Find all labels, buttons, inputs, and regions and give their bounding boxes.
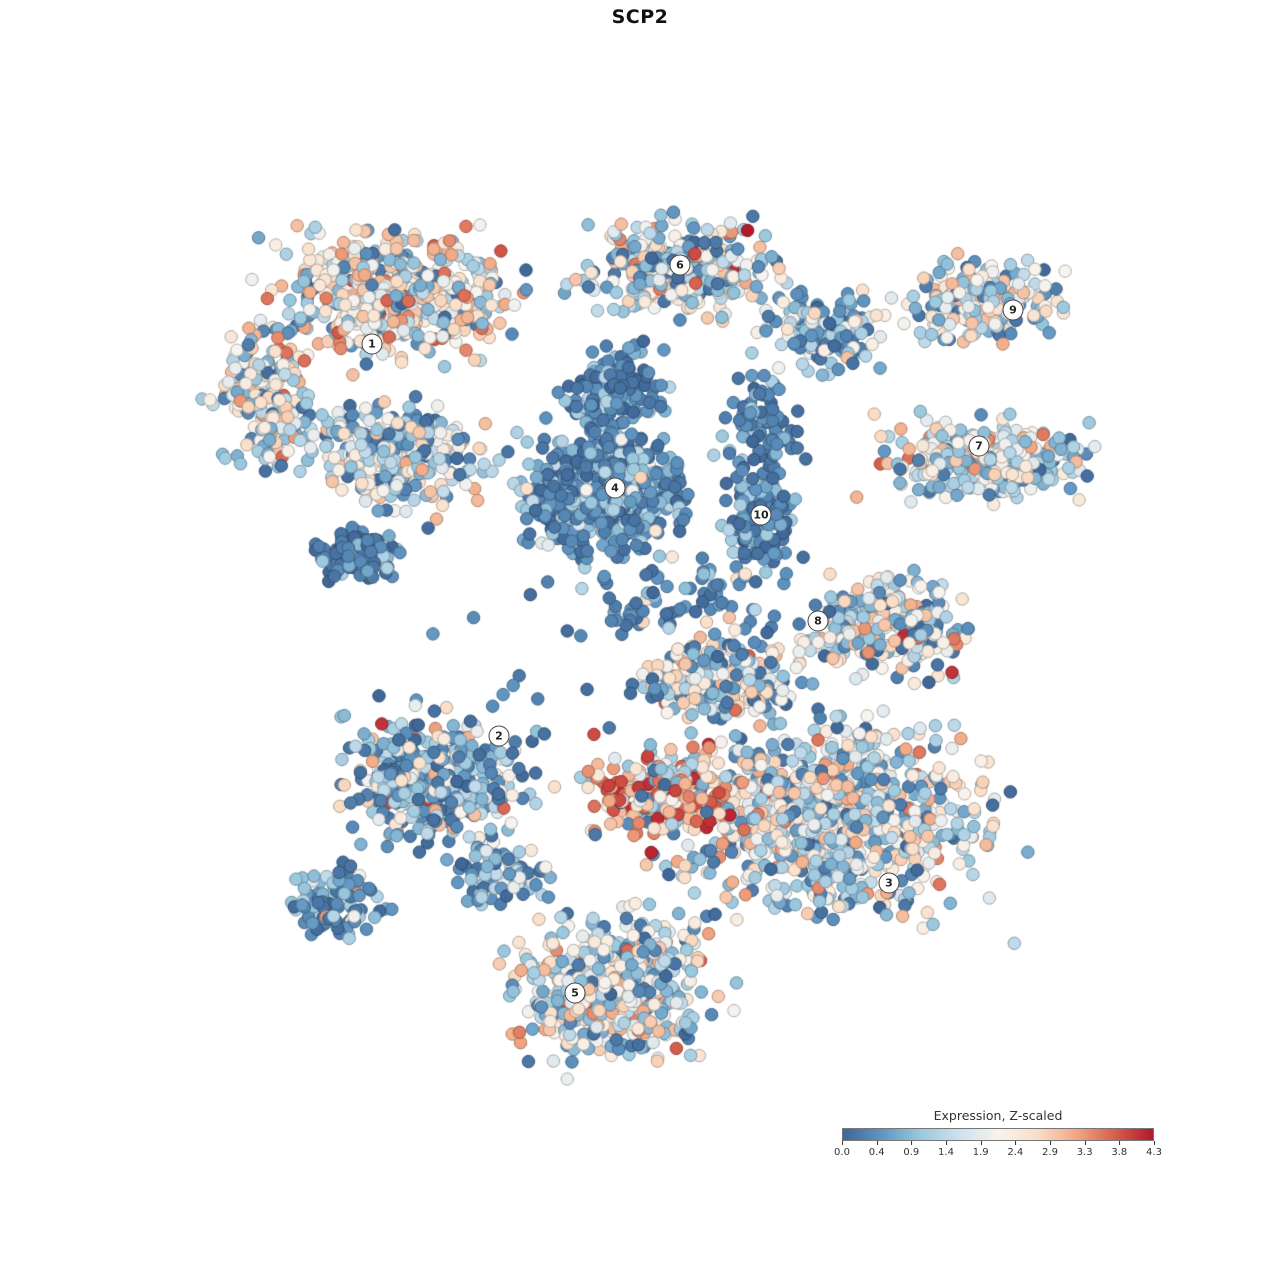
legend-tick-label: 4.3 xyxy=(1146,1141,1162,1158)
cluster-label-5: 5 xyxy=(564,982,586,1004)
cluster-label-9: 9 xyxy=(1002,299,1024,321)
legend-colorbar xyxy=(842,1128,1154,1141)
legend-tick-label: 3.8 xyxy=(1111,1141,1128,1158)
cluster-label-7: 7 xyxy=(968,435,990,457)
legend-title: Expression, Z-scaled xyxy=(933,1108,1063,1123)
legend-tick-label: 0.0 xyxy=(834,1141,850,1158)
legend-tick-label: 0.4 xyxy=(868,1141,885,1158)
cluster-label-10: 10 xyxy=(750,504,772,526)
legend-tick-label: 1.4 xyxy=(938,1141,954,1158)
legend-tick-label: 2.4 xyxy=(1007,1141,1024,1158)
expression-legend: Expression, Z-scaled 0.0 0.4 0.9 1.4 1.9 2.4 2… xyxy=(834,1108,1162,1161)
cluster-label-6: 6 xyxy=(669,254,691,276)
legend-tick-label: 1.9 xyxy=(972,1141,989,1158)
legend-tick-label: 2.9 xyxy=(1042,1141,1058,1158)
cluster-label-4: 4 xyxy=(604,477,626,499)
cluster-label-2: 2 xyxy=(488,725,510,747)
cluster-label-8: 8 xyxy=(807,610,829,632)
legend-tick-label: 0.9 xyxy=(903,1141,920,1158)
cluster-label-1: 1 xyxy=(361,333,383,355)
legend-tick-labels: 0.0 0.4 0.9 1.4 1.9 2.4 2.9 3.3 3.8 4.3 xyxy=(834,1141,1162,1161)
legend-tick-label: 3.3 xyxy=(1076,1141,1093,1158)
cluster-label-3: 3 xyxy=(878,872,900,894)
